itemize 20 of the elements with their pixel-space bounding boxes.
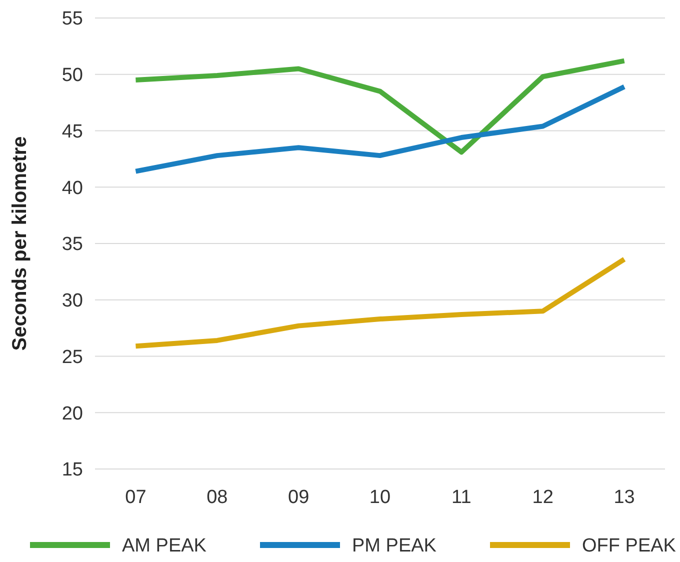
y-axis-title: Seconds per kilometre xyxy=(9,136,31,351)
x-tick-label: 12 xyxy=(532,487,554,508)
y-tick-label: 30 xyxy=(62,290,83,312)
x-tick-label: 11 xyxy=(452,487,472,508)
legend-label: AM PEAK xyxy=(122,536,207,557)
legend-label: OFF PEAK xyxy=(582,536,676,557)
y-tick-label: 50 xyxy=(62,65,83,86)
legend-label: PM PEAK xyxy=(352,536,437,557)
y-tick-label: 15 xyxy=(62,460,83,481)
x-tick-label: 09 xyxy=(288,487,310,508)
x-tick-label: 13 xyxy=(614,487,635,508)
y-tick-label: 55 xyxy=(62,8,83,30)
x-tick-label: 10 xyxy=(369,487,391,508)
y-tick-label: 20 xyxy=(62,403,83,424)
x-tick-label: 08 xyxy=(206,487,228,508)
y-tick-label: 40 xyxy=(62,178,83,199)
y-tick-label: 45 xyxy=(62,121,83,142)
y-tick-label: 35 xyxy=(62,234,83,256)
y-tick-label: 25 xyxy=(62,346,83,368)
x-tick-label: 07 xyxy=(125,487,146,508)
